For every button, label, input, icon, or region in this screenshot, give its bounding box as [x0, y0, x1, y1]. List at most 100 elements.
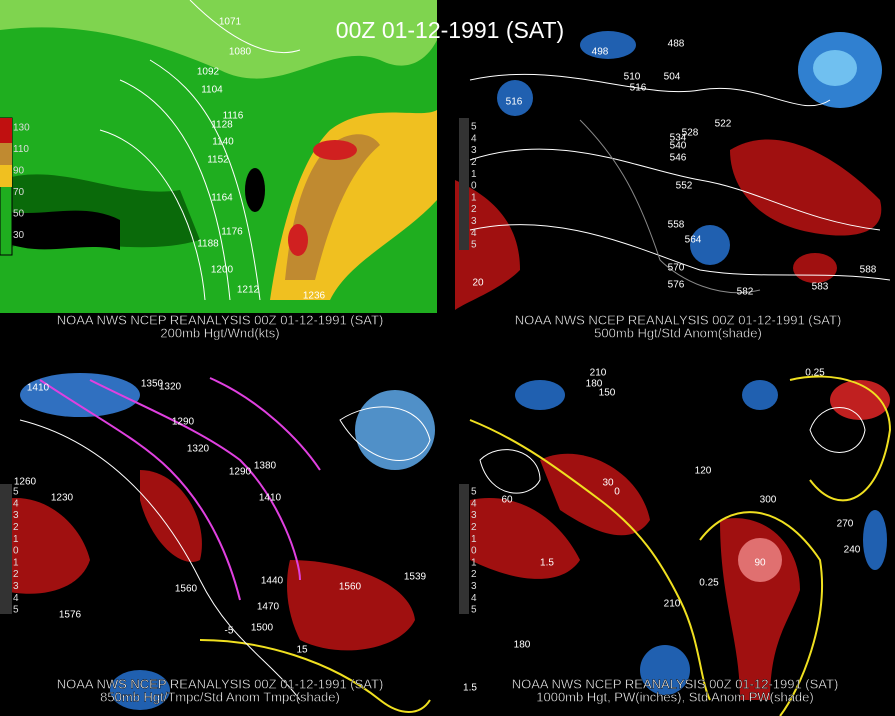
contour-label: 0.25: [699, 578, 719, 589]
legend-label: 5: [471, 240, 477, 251]
contour-label: 1104: [201, 85, 223, 96]
contour-label: 1500: [251, 623, 274, 634]
contour-label: 1212: [237, 285, 260, 296]
temp-contour: [89, 379, 301, 581]
contour-label: 0.25: [805, 368, 825, 379]
contour-label: 210: [590, 368, 607, 379]
jet-core: [285, 134, 380, 280]
contour-label: 0: [614, 487, 620, 498]
negative-anomaly: [690, 225, 730, 265]
pw-contour: [699, 511, 823, 716]
contour-label: 1320: [187, 444, 210, 455]
contour-label: 1380: [254, 461, 277, 472]
contour-label: 180: [514, 640, 531, 651]
legend-label: 2: [471, 157, 477, 168]
contour-label: 528: [682, 128, 699, 139]
contour-label: 1350: [141, 379, 164, 390]
panel-caption: 500mb Hgt/Std Anom(shade): [594, 325, 762, 340]
legend-label: 4: [13, 498, 19, 509]
contour-label: 1188: [197, 239, 219, 250]
contour: [19, 419, 301, 701]
negative-anomaly: [110, 670, 170, 710]
contour-label: 1410: [27, 383, 50, 394]
contour-label: 1176: [221, 227, 243, 238]
panel-caption: 1000mb Hgt, PW(inches), Std Anom PW(shad…: [536, 689, 813, 704]
panel-caption: 200mb Hgt/Wnd(kts): [160, 325, 279, 340]
legend-label: 3: [13, 510, 19, 521]
contour-label: 1200: [211, 265, 234, 276]
pw-contour: [789, 375, 892, 502]
legend-label: 0: [13, 546, 19, 557]
legend-label: 110: [13, 144, 29, 155]
legend-label: 5: [471, 122, 477, 133]
negative-anomaly: [515, 380, 565, 410]
legend-label: 3: [471, 145, 477, 156]
legend-label: 4: [471, 133, 477, 144]
negative-anomaly: [355, 390, 435, 470]
temp-contour: [39, 379, 241, 601]
positive-anomaly: [830, 380, 890, 420]
contour-label: 150: [599, 388, 616, 399]
contour-label: 510: [624, 72, 641, 83]
legend-label: 5: [13, 605, 19, 616]
contour-label: 583: [812, 282, 829, 293]
contour-label: 1128: [211, 120, 233, 131]
contour-label: 1290: [172, 417, 195, 428]
legend-label: 2: [471, 204, 477, 215]
contour-label: 504: [664, 72, 681, 83]
contour-label: 588: [860, 265, 877, 276]
temp-contour: [199, 639, 431, 713]
contour-label: 180: [586, 379, 603, 390]
legend-label: 3: [13, 581, 19, 592]
contour-label: 570: [668, 263, 685, 274]
legend-label: 70: [13, 187, 25, 198]
legend-label: 50: [13, 209, 25, 220]
contour-label: 558: [668, 220, 685, 231]
contour-label: 576: [668, 280, 685, 291]
contour-label: 1152: [207, 155, 229, 166]
contour-label: 1164: [211, 193, 233, 204]
negative-anomaly: [863, 510, 887, 570]
panel-caption: NOAA NWS NCEP REANALYSIS 00Z 01-12-1991 …: [57, 312, 384, 327]
legend-label: 1: [13, 557, 19, 568]
contour-label: 1320: [159, 382, 182, 393]
positive-anomaly: [793, 253, 837, 283]
legend-label: 2: [13, 569, 19, 580]
legend-label: 1: [471, 534, 477, 545]
positive-anomaly: [140, 470, 202, 562]
contour: [99, 129, 206, 301]
panel-caption: NOAA NWS NCEP REANALYSIS 00Z 01-12-1991 …: [512, 676, 839, 691]
contour: [809, 407, 866, 453]
contour-label: 270: [837, 519, 854, 530]
contour-label: 534: [670, 133, 687, 144]
contour-label: 582: [737, 287, 754, 298]
legend-label: 2: [471, 569, 477, 580]
panel-500mb: [455, 0, 895, 313]
legend-label: 5: [13, 487, 19, 498]
contour-label: 20: [472, 278, 484, 289]
contour-label: 1290: [229, 467, 252, 478]
contour-label: 1230: [51, 493, 74, 504]
negative-anomaly: [813, 50, 857, 86]
legend-bar: [0, 484, 12, 614]
panel-850mb: [0, 373, 440, 716]
legend-bar: [459, 118, 469, 250]
contour-label: 1080: [229, 47, 252, 58]
calm-area: [0, 210, 120, 250]
legend-label: 1: [471, 557, 477, 568]
contour-label: 546: [670, 153, 687, 164]
negative-anomaly: [640, 645, 690, 695]
contour-label: 300: [760, 495, 777, 506]
contour-label: 1560: [339, 582, 362, 593]
positive-anomaly: [738, 538, 782, 582]
contour-label: 90: [754, 558, 766, 569]
negative-anomaly: [497, 80, 533, 116]
legend-label: 2: [13, 522, 19, 533]
contour-label: 1440: [261, 576, 284, 587]
coastline: [579, 119, 761, 294]
legend-label: 1: [471, 169, 477, 180]
contour: [119, 79, 231, 301]
legend-label: 1: [13, 534, 19, 545]
negative-anomaly: [742, 380, 778, 410]
